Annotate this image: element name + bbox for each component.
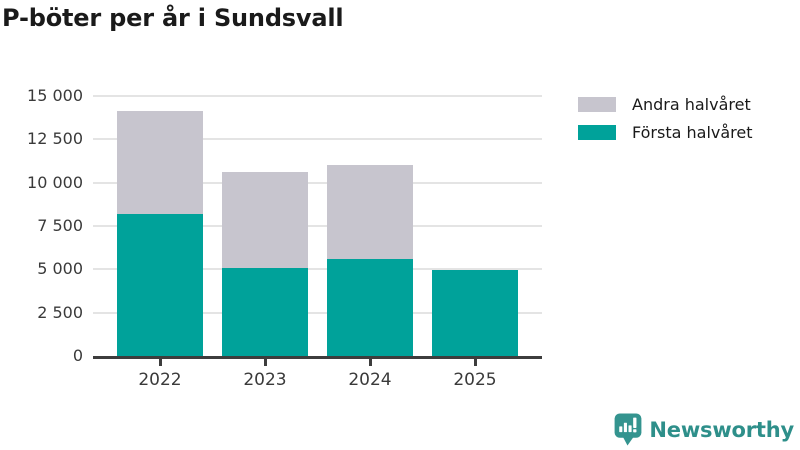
y-tick-label: 0 (72, 346, 83, 365)
bar-segment-forsta-halvaret-2024 (327, 258, 413, 356)
y-tick-label: 5 000 (37, 259, 83, 279)
y-tick-label: 10 000 (27, 172, 83, 192)
x-axis-tick (158, 359, 162, 366)
y-tick-label: 12 500 (27, 129, 83, 149)
x-axis-tick (473, 359, 477, 366)
gridline (93, 95, 542, 97)
legend-swatch-andra-halvaret (578, 96, 616, 112)
bar-segment-andra-halvaret-2024 (327, 165, 413, 259)
y-tick-label: 2 500 (37, 302, 83, 322)
bar-segment-forsta-halvaret-2023 (222, 267, 308, 356)
legend-swatch-forsta-halvaret (578, 124, 616, 140)
legend-label-forsta-halvaret: Första halvåret (632, 122, 753, 142)
bar-chart-speech-bubble-icon (615, 413, 642, 446)
legend: Andra halvåret Första halvåret (578, 90, 753, 146)
legend-label-andra-halvaret: Andra halvåret (632, 94, 751, 114)
legend-item-andra-halvaret: Andra halvåret (578, 90, 753, 118)
x-tick-label: 2022 (138, 370, 182, 390)
gridline (93, 225, 542, 227)
bar-segment-forsta-halvaret-2025 (432, 270, 518, 356)
x-axis-tick (368, 359, 372, 366)
x-tick-label: 2024 (348, 370, 392, 390)
legend-item-forsta-halvaret: Första halvåret (578, 118, 753, 146)
chart-title: P-böter per år i Sundsvall (2, 4, 344, 32)
plot-area: 2022 2023 2024 2025 (93, 95, 542, 390)
bar-segment-forsta-halvaret-2022 (117, 213, 203, 356)
bar-segment-andra-halvaret-2022 (117, 110, 203, 214)
y-tick-label: 15 000 (27, 86, 83, 105)
x-axis-tick (263, 359, 267, 366)
gridline (93, 181, 542, 184)
x-tick-label: 2023 (243, 370, 287, 390)
x-tick-label: 2025 (453, 370, 497, 390)
newsworthy-brand-text: Newsworthy (649, 417, 794, 442)
gridline (93, 311, 542, 314)
newsworthy-logo: Newsworthy (614, 413, 794, 446)
gridline (93, 268, 542, 271)
gridline (93, 138, 542, 141)
y-tick-label: 7 500 (37, 216, 83, 235)
y-axis-labels: 0 2 500 5 000 7 500 10 000 12 500 15 000 (0, 86, 83, 365)
bar-segment-andra-halvaret-2023 (222, 172, 308, 268)
